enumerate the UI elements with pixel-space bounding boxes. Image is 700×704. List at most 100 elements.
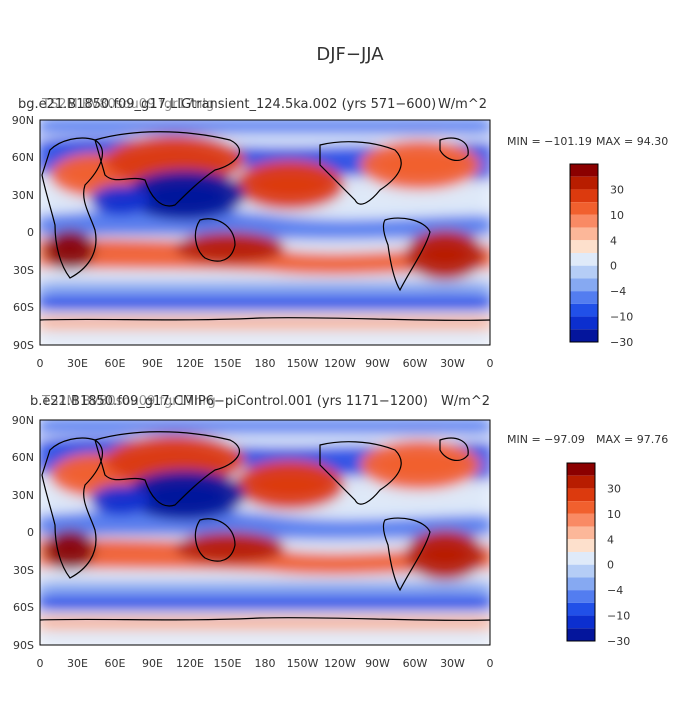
colorbar-swatch bbox=[570, 202, 598, 215]
panel-top-min-label: MIN = −101.19 bbox=[507, 135, 592, 148]
colorbar-swatch bbox=[567, 539, 595, 552]
lon-tick-label: 30E bbox=[67, 657, 88, 670]
lat-tick-label: 30N bbox=[12, 489, 34, 502]
lon-tick-label: 0 bbox=[487, 657, 494, 670]
lat-tick-label: 0 bbox=[27, 226, 34, 239]
colorbar-swatch bbox=[567, 463, 595, 476]
panel-bottom-units: W/m^2 bbox=[441, 394, 490, 409]
colorbar-frame bbox=[566, 462, 596, 642]
lon-tick-label: 120E bbox=[176, 357, 204, 370]
colorbar-swatch bbox=[570, 329, 598, 342]
colorbar-swatch bbox=[570, 227, 598, 241]
lon-tick-label: 30E bbox=[67, 357, 88, 370]
panel-bottom-max-label: MAX = 97.76 bbox=[596, 433, 668, 446]
lat-tick-label: 60N bbox=[12, 151, 34, 164]
panel-top-map bbox=[40, 120, 490, 345]
colorbar-label: 10 bbox=[607, 508, 621, 521]
panel-bottom-frame bbox=[39, 419, 491, 646]
colorbar-label: 30 bbox=[607, 482, 621, 495]
colorbar-swatch bbox=[567, 564, 595, 578]
colorbar-label: −10 bbox=[607, 610, 630, 623]
panel-bottom-min-label: MIN = −97.09 bbox=[507, 433, 585, 446]
colorbar-swatch bbox=[570, 214, 598, 228]
lat-tick-label: 90S bbox=[13, 639, 34, 652]
colorbar-swatch bbox=[570, 253, 598, 266]
colorbar-label: −4 bbox=[610, 285, 626, 298]
colorbar-swatch bbox=[567, 513, 595, 527]
lon-tick-label: 90W bbox=[365, 357, 390, 370]
lon-tick-label: 90E bbox=[142, 357, 163, 370]
colorbar-swatch bbox=[567, 488, 595, 502]
colorbar-swatch bbox=[570, 316, 598, 330]
lat-tick-label: 90S bbox=[13, 339, 34, 352]
lon-tick-label: 0 bbox=[487, 357, 494, 370]
colorbar-swatch bbox=[567, 615, 595, 629]
panel-top-title: bg.e21.B1850.f09_g17.LIGtransient_124.5k… bbox=[18, 97, 436, 112]
colorbar-label: −30 bbox=[607, 635, 630, 648]
colorbar-label: 4 bbox=[610, 234, 617, 247]
panel-bottom: TS2M BV80sou09 fgr17nrg b.e21.B1850.f09_… bbox=[12, 394, 669, 670]
colorbar-swatch bbox=[567, 501, 595, 514]
lon-tick-label: 30W bbox=[440, 657, 465, 670]
lon-tick-label: 180 bbox=[255, 357, 276, 370]
colorbar-swatch bbox=[570, 303, 598, 317]
panel-bottom-title: b.e21.B1850.f09_g17.CMIP6−piControl.001 … bbox=[30, 394, 428, 409]
lat-tick-label: 30S bbox=[13, 264, 34, 277]
panel-bottom-title-overlay: TS2M BV80sou09 fgr17nrg bbox=[41, 394, 216, 409]
colorbar-swatch bbox=[570, 291, 598, 304]
lon-tick-label: 180 bbox=[255, 657, 276, 670]
lon-tick-label: 150E bbox=[214, 357, 242, 370]
lat-tick-label: 60N bbox=[12, 451, 34, 464]
colorbar-swatch bbox=[567, 602, 595, 616]
colorbar-swatch bbox=[567, 526, 595, 540]
lon-tick-label: 150E bbox=[214, 657, 242, 670]
lon-tick-label: 120W bbox=[324, 657, 356, 670]
lon-tick-label: 60E bbox=[105, 657, 126, 670]
lon-tick-label: 150W bbox=[287, 357, 319, 370]
lon-tick-label: 90E bbox=[142, 657, 163, 670]
lat-tick-label: 30S bbox=[13, 564, 34, 577]
colorbar-swatch bbox=[570, 176, 598, 190]
colorbar-swatch bbox=[570, 240, 598, 253]
colorbar-swatch bbox=[567, 475, 595, 489]
lon-tick-label: 0 bbox=[37, 657, 44, 670]
lat-tick-label: 90N bbox=[12, 114, 34, 127]
colorbar-swatch bbox=[570, 189, 598, 203]
panel-bottom-lat-axis: 90N 60N 30N 0 30S 60S 90S bbox=[12, 414, 34, 652]
lon-tick-label: 30W bbox=[440, 357, 465, 370]
panel-top-lon-axis: 0 30E 60E 90E 120E 150E 180 150W 120W 90… bbox=[37, 357, 494, 370]
colorbar-label: 4 bbox=[607, 533, 614, 546]
colorbar-swatch bbox=[567, 590, 595, 603]
colorbar-swatch bbox=[567, 628, 595, 641]
panel-top-lat-axis: 90N 60N 30N 0 30S 60S 90S bbox=[12, 114, 34, 352]
colorbar-swatch bbox=[567, 552, 595, 565]
lon-tick-label: 60W bbox=[403, 357, 428, 370]
lat-tick-label: 30N bbox=[12, 189, 34, 202]
panel-top-frame bbox=[39, 119, 491, 346]
colorbar-label: 10 bbox=[610, 209, 624, 222]
panel-top-title-overlay: TS2M BV80sou09 fgr17nlg bbox=[41, 97, 214, 112]
lon-tick-label: 150W bbox=[287, 657, 319, 670]
panel-top-colorbar: 30 10 4 0 −4 −10 −30 bbox=[569, 163, 633, 349]
panel-bottom-lon-axis: 0 30E 60E 90E 120E 150E 180 150W 120W 90… bbox=[37, 657, 494, 670]
colorbar-frame bbox=[569, 163, 599, 343]
panel-top-max-label: MAX = 94.30 bbox=[596, 135, 668, 148]
lon-tick-label: 60E bbox=[105, 357, 126, 370]
colorbar-label: 30 bbox=[610, 183, 624, 196]
colorbar-swatch bbox=[567, 577, 595, 591]
panel-top-units: W/m^2 bbox=[438, 97, 487, 112]
lon-tick-label: 120E bbox=[176, 657, 204, 670]
colorbar-swatch bbox=[570, 278, 598, 292]
colorbar-label: −10 bbox=[610, 311, 633, 324]
colorbar-swatch bbox=[570, 265, 598, 279]
colorbar-label: 0 bbox=[607, 559, 614, 572]
colorbar-label: −30 bbox=[610, 336, 633, 349]
lon-tick-label: 60W bbox=[403, 657, 428, 670]
colorbar-swatch bbox=[570, 164, 598, 177]
lat-tick-label: 90N bbox=[12, 414, 34, 427]
lon-tick-label: 90W bbox=[365, 657, 390, 670]
panel-bottom-map bbox=[40, 420, 490, 645]
lat-tick-label: 0 bbox=[27, 526, 34, 539]
colorbar-label: −4 bbox=[607, 584, 623, 597]
